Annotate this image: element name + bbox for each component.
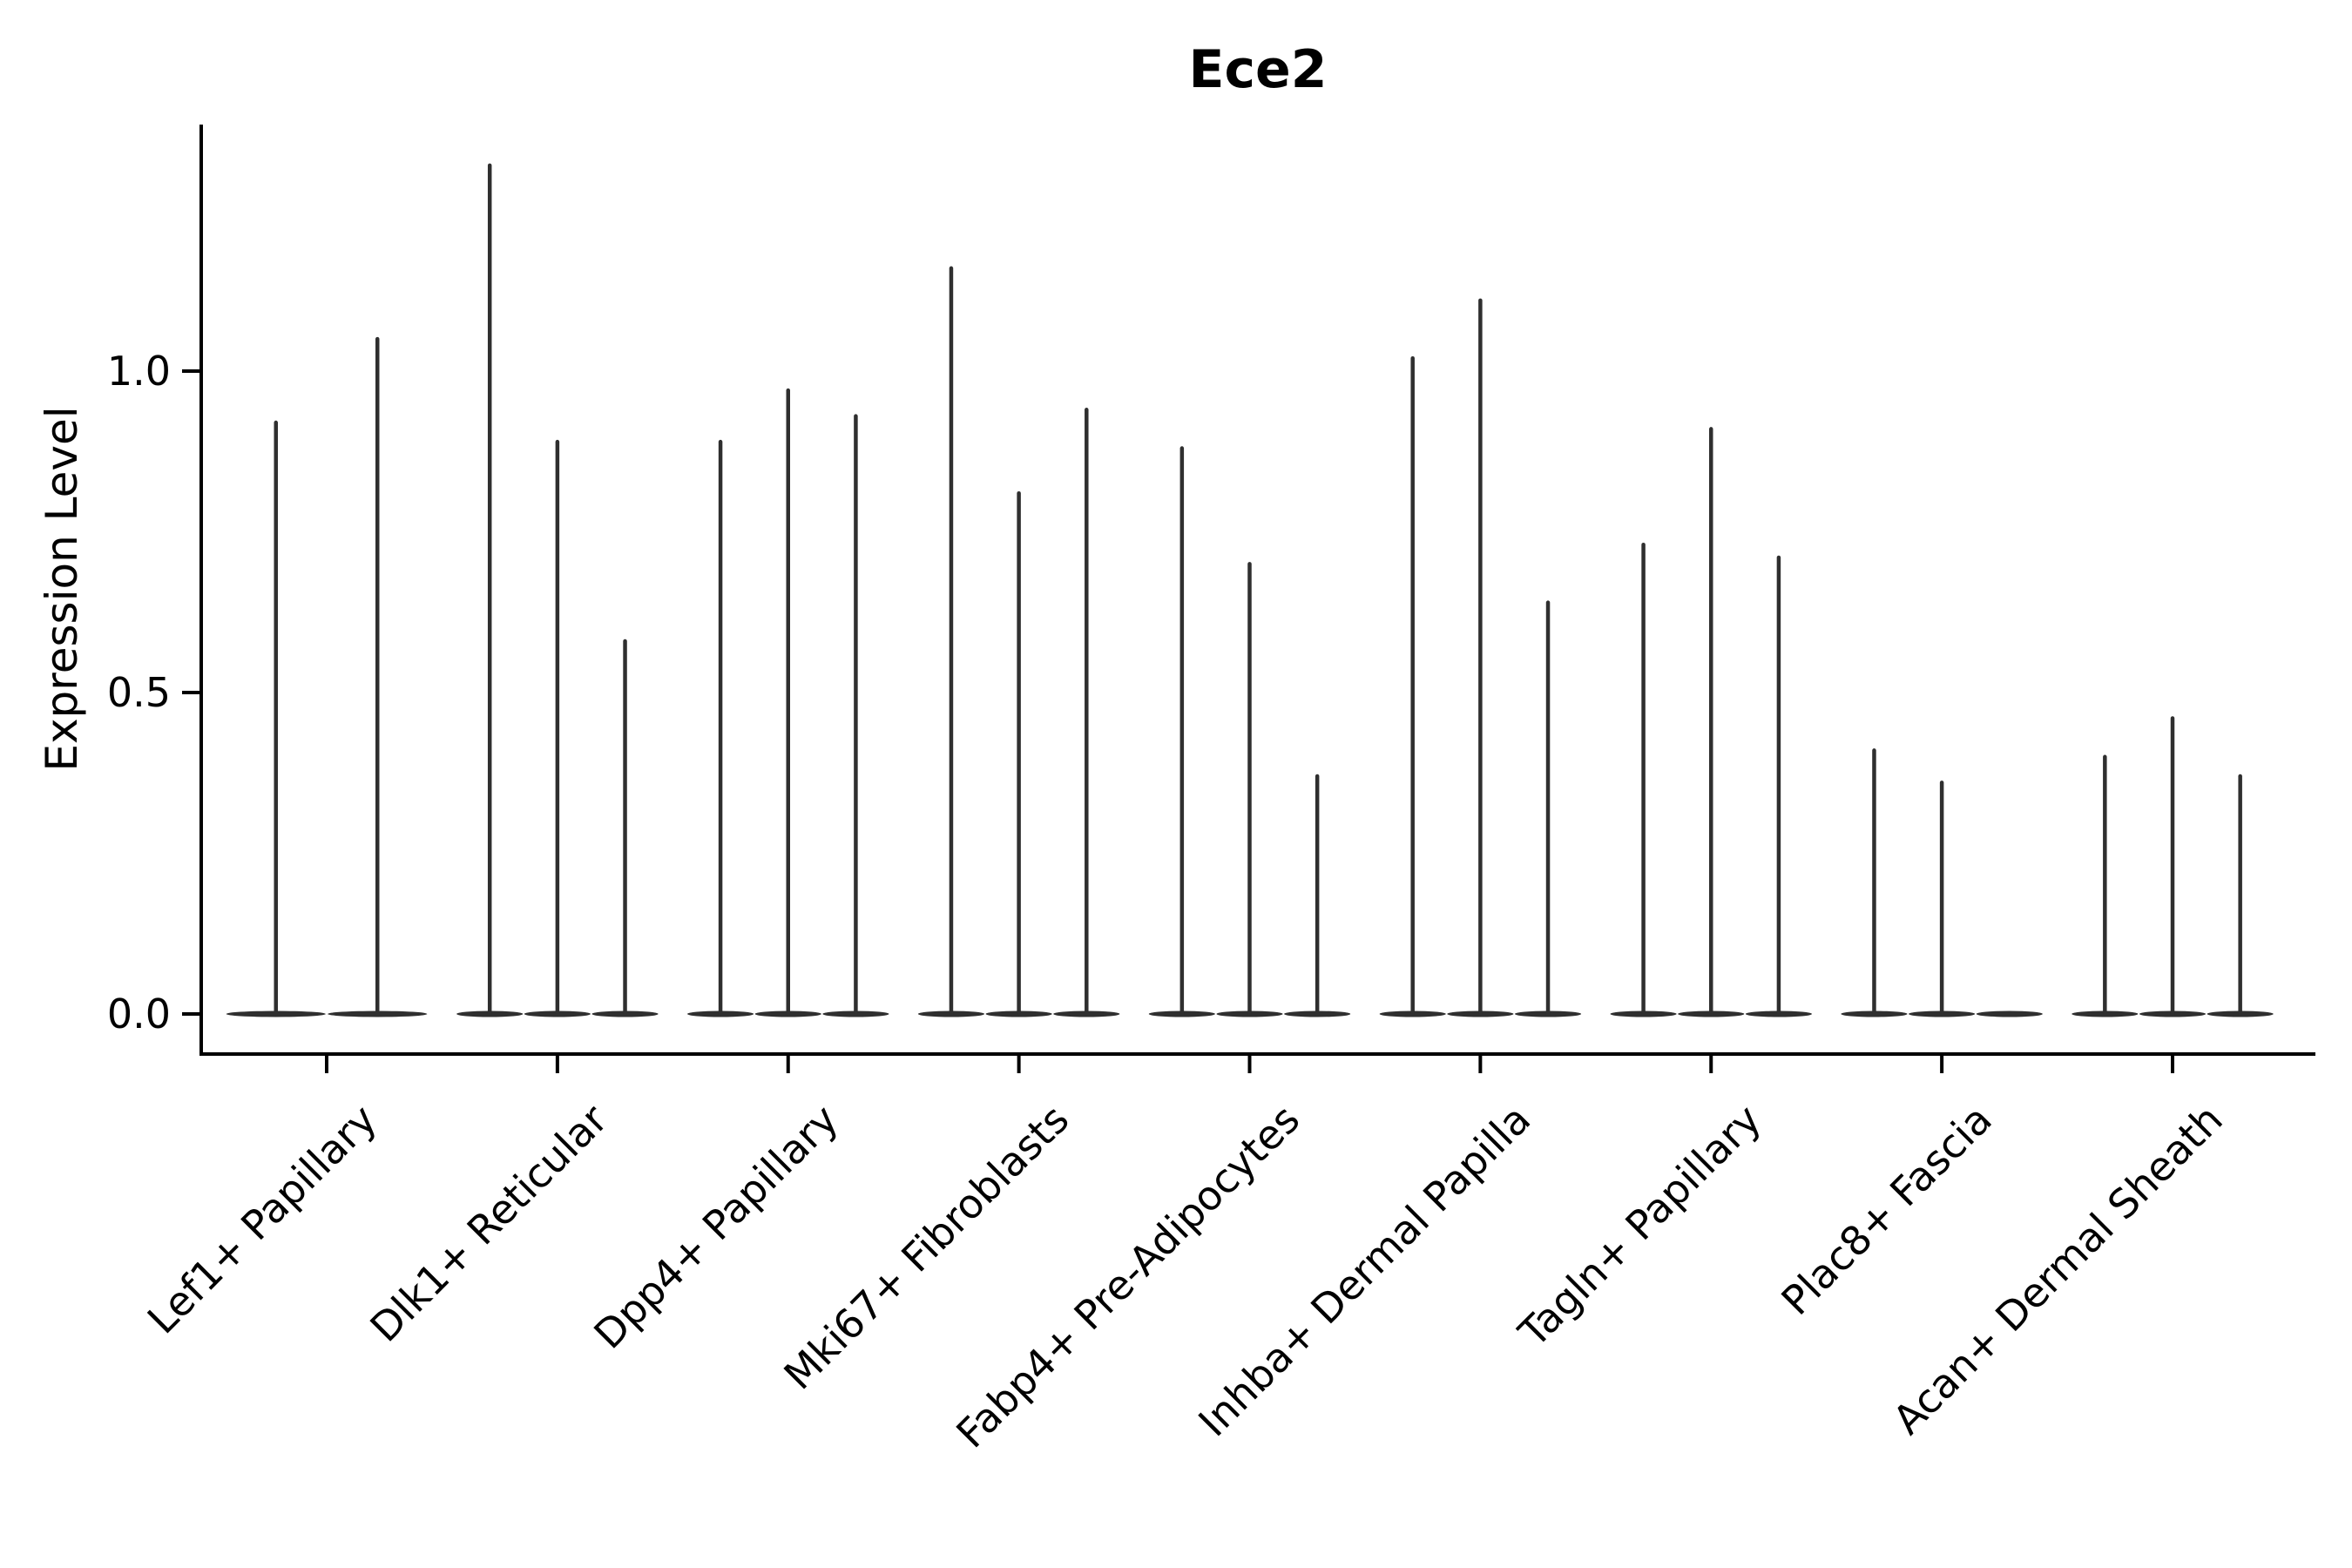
y-tick-label: 0.0 [107,990,171,1037]
x-tick-label: Lef1+ Papillary [139,1096,386,1343]
x-tick-label: Dpp4+ Papillary [585,1096,847,1358]
x-tick-label: Dlk1+ Reticular [361,1096,616,1351]
y-tick-label: 1.0 [107,348,171,395]
chart-title: Ece2 [1189,39,1328,100]
x-tick-label: Plac8+ Fascia [1773,1096,2001,1324]
y-axis-label: Expression Level [37,406,87,771]
y-tick-label: 0.5 [107,669,171,716]
violin-base [1976,1010,2043,1017]
x-tick-label: Tagln+ Papillary [1509,1096,1770,1357]
violins-layer [226,163,2274,1017]
